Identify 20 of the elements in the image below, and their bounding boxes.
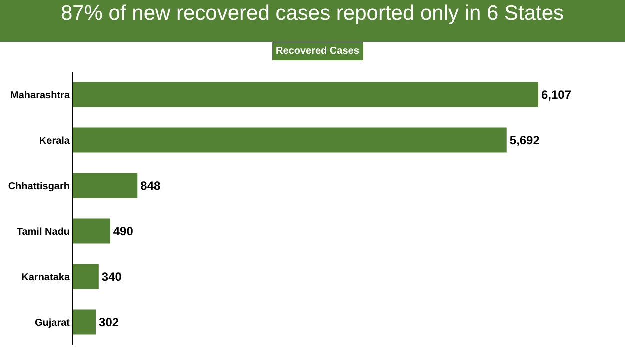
- y-tick-label: Tamil Nadu: [16, 226, 70, 238]
- data-label: 490: [113, 224, 134, 238]
- y-tick-label: Karnataka: [22, 272, 70, 284]
- y-tick-label: Kerala: [39, 136, 70, 147]
- data-label: 340: [102, 270, 122, 284]
- bar: [73, 218, 110, 244]
- data-label: 6,107: [542, 88, 572, 102]
- data-label: 302: [99, 315, 120, 330]
- chart-title: 87% of new recovered cases reported only in 6 States: [60, 2, 564, 25]
- text: Recovered Cases: [276, 46, 360, 57]
- bar: [73, 264, 99, 290]
- bar: [73, 82, 538, 108]
- data-label: 848: [140, 178, 161, 193]
- data-label: 5,692: [510, 133, 540, 148]
- y-tick-label: Maharashtra: [10, 90, 70, 102]
- y-tick-label: Chhattisgarh: [8, 181, 70, 192]
- bar: [73, 173, 138, 198]
- bar: [73, 310, 96, 335]
- y-tick-label: Gujarat: [34, 318, 71, 329]
- bar: [73, 128, 507, 153]
